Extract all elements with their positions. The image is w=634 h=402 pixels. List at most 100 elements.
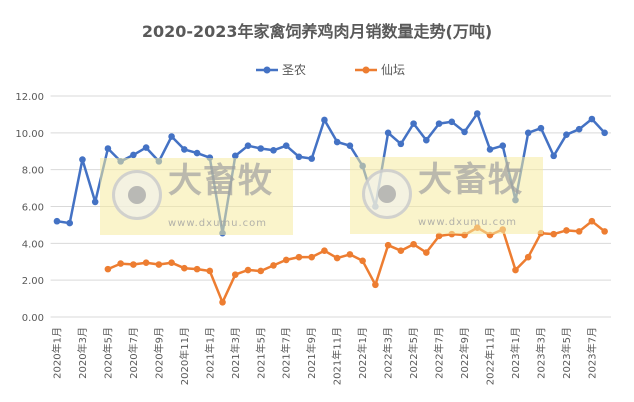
legend-marker-blue-icon	[256, 66, 278, 74]
watermark-eye-icon	[362, 169, 412, 219]
watermark-url: www.dxumu.com	[168, 218, 268, 229]
data-point	[333, 254, 341, 262]
data-point	[397, 140, 405, 148]
y-tick-label: 12.00	[15, 92, 44, 103]
data-point	[321, 247, 328, 254]
data-point	[601, 129, 608, 137]
y-tick-label: 6.00	[22, 203, 44, 214]
watermark: 大畜牧 www.dxumu.com	[350, 157, 543, 234]
data-point	[601, 228, 608, 235]
data-point	[193, 265, 201, 273]
data-point	[53, 217, 61, 225]
x-tick-label: 2020年1月	[50, 327, 63, 379]
x-tick-label: 2021年11月	[331, 327, 344, 385]
data-point	[461, 128, 468, 136]
x-tick-label: 2021年3月	[229, 327, 242, 379]
data-point	[397, 247, 405, 254]
watermark-brand: 大畜牧	[418, 160, 523, 200]
data-point	[575, 228, 583, 235]
y-tick-label: 10.00	[15, 129, 44, 140]
data-point	[550, 152, 557, 160]
data-point	[104, 265, 112, 273]
x-tick-label: 2023年1月	[509, 327, 522, 379]
data-point	[448, 118, 456, 126]
y-tick-label: 8.00	[22, 166, 44, 177]
data-point	[308, 155, 315, 162]
watermark-brand: 大畜牧	[168, 161, 273, 201]
x-tick-label: 2023年7月	[585, 327, 598, 379]
x-tick-label: 2020年11月	[178, 327, 191, 385]
data-point	[308, 253, 315, 261]
data-point	[499, 142, 507, 150]
data-point	[155, 261, 163, 268]
data-point	[384, 241, 392, 249]
data-point	[244, 266, 252, 274]
data-point	[372, 281, 379, 289]
x-tick-label: 2020年3月	[76, 327, 89, 379]
data-point	[257, 145, 265, 152]
data-point	[295, 253, 303, 261]
x-tick-label: 2020年5月	[101, 327, 114, 379]
data-point	[423, 136, 430, 144]
data-point	[206, 267, 214, 275]
data-point	[270, 262, 277, 269]
x-tick-label: 2022年3月	[382, 327, 395, 379]
data-point	[181, 264, 188, 272]
data-point	[270, 147, 277, 154]
x-tick-label: 2022年1月	[356, 327, 369, 379]
data-point	[346, 251, 354, 258]
legend-label: 圣农	[282, 63, 307, 77]
legend-item-xiantan: 仙坛	[355, 63, 405, 77]
data-point	[282, 142, 290, 150]
data-point	[435, 120, 443, 127]
data-point	[575, 125, 583, 133]
x-tick-label: 2021年9月	[305, 327, 318, 379]
data-point	[130, 261, 137, 268]
data-point	[130, 151, 137, 159]
x-tick-label: 2022年11月	[484, 327, 497, 385]
data-point	[588, 115, 596, 123]
data-point	[282, 256, 290, 264]
x-tick-label: 2023年5月	[560, 327, 573, 379]
x-tick-label: 2022年7月	[433, 327, 446, 379]
x-tick-label: 2021年5月	[254, 327, 267, 379]
legend-item-shengnong: 圣农	[256, 63, 306, 77]
data-point	[359, 257, 366, 265]
data-point	[181, 146, 188, 153]
data-point	[117, 260, 124, 267]
legend-label: 仙坛	[381, 63, 406, 77]
data-point	[512, 266, 519, 274]
data-point	[346, 142, 354, 150]
data-point	[193, 149, 201, 157]
data-point	[423, 249, 430, 256]
data-point	[486, 146, 494, 153]
series-line-xiantan	[107, 219, 606, 304]
y-tick-label: 2.00	[22, 276, 44, 287]
data-point	[410, 240, 417, 248]
watermark-url: www.dxumu.com	[418, 217, 518, 228]
chart-title: 2020-2023年家禽饲养鸡肉月销数量走势(万吨)	[141, 22, 493, 41]
data-point	[563, 227, 570, 234]
legend-marker-orange-icon	[355, 66, 377, 74]
data-point	[435, 232, 443, 240]
data-point	[142, 144, 150, 151]
y-tick-label: 4.00	[22, 239, 44, 250]
x-tick-label: 2023年3月	[534, 327, 547, 379]
data-point	[66, 219, 74, 227]
x-tick-label: 2022年5月	[407, 327, 420, 379]
watermark-eye-icon	[112, 170, 162, 220]
data-point	[231, 152, 239, 160]
data-point	[524, 129, 532, 137]
data-point	[473, 110, 481, 117]
data-point	[333, 138, 341, 146]
data-point	[91, 198, 99, 206]
watermark: 大畜牧 www.dxumu.com	[100, 158, 293, 235]
data-point	[244, 142, 252, 150]
data-point	[384, 129, 392, 137]
data-point	[524, 253, 532, 261]
data-point	[219, 298, 226, 306]
data-point	[295, 153, 303, 161]
x-tick-label: 2021年1月	[203, 327, 216, 379]
